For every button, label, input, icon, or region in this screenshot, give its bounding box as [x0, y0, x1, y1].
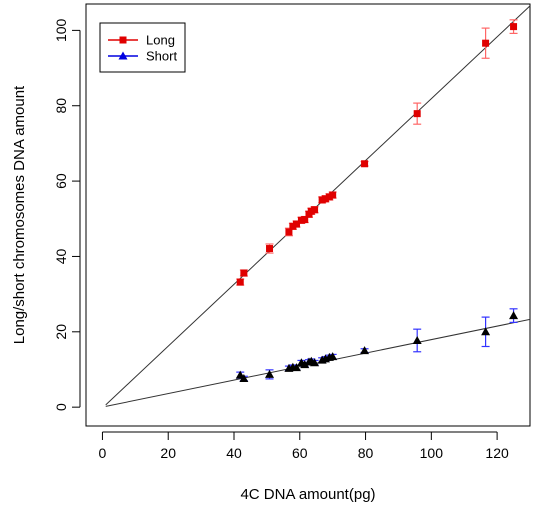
y-tick-label: 40	[53, 248, 69, 264]
point-long	[510, 23, 518, 31]
point-long	[236, 278, 244, 286]
point-short	[360, 346, 370, 355]
error-bars-layer	[236, 19, 518, 382]
fit-line-long	[105, 5, 531, 406]
fit-line-short	[105, 318, 531, 407]
legend-marker-long	[119, 36, 127, 44]
legend-label-long: Long	[146, 33, 175, 48]
y-axis-title: Long/short chromosomes DNA amount	[11, 85, 28, 344]
axes-layer: 0 20 40 60 80 100 120 0 20 40 60 80 100	[53, 18, 509, 461]
point-short	[481, 327, 491, 336]
point-long	[482, 39, 490, 47]
fit-lines-layer	[105, 5, 531, 407]
point-short	[328, 352, 338, 361]
point-long	[292, 220, 300, 228]
point-long	[301, 216, 309, 224]
point-long	[289, 222, 297, 230]
point-short	[239, 374, 249, 383]
x-tick-label: 120	[485, 445, 509, 461]
x-tick-label: 80	[358, 445, 374, 461]
point-long	[361, 160, 369, 168]
point-short	[300, 360, 310, 369]
x-tick-label: 20	[160, 445, 176, 461]
x-tick-label: 40	[226, 445, 242, 461]
x-tick-label: 60	[292, 445, 308, 461]
legend-label-short: Short	[146, 49, 177, 64]
point-long	[266, 245, 274, 253]
legend-box	[99, 22, 186, 73]
point-long	[311, 206, 319, 214]
point-short	[265, 369, 275, 378]
x-tick-label: 0	[99, 445, 107, 461]
y-tick-label: 80	[53, 98, 69, 114]
x-tick-label: 100	[420, 445, 444, 461]
point-long	[329, 191, 337, 199]
legend-marker-short	[118, 51, 128, 60]
point-short	[509, 311, 519, 320]
point-long	[285, 228, 293, 236]
y-tick-label: 100	[53, 18, 69, 42]
point-long	[240, 269, 248, 277]
point-short	[310, 358, 320, 367]
x-axis-title: 4C DNA amount(pg)	[240, 486, 375, 503]
point-short	[291, 363, 301, 372]
plot-frame	[85, 3, 531, 427]
y-tick-label: 20	[53, 324, 69, 340]
point-long	[413, 110, 421, 118]
y-tick-label: 60	[53, 173, 69, 189]
points-layer	[235, 23, 519, 383]
y-tick-label: 0	[53, 403, 69, 411]
point-short	[412, 335, 422, 344]
point-long	[321, 195, 329, 203]
